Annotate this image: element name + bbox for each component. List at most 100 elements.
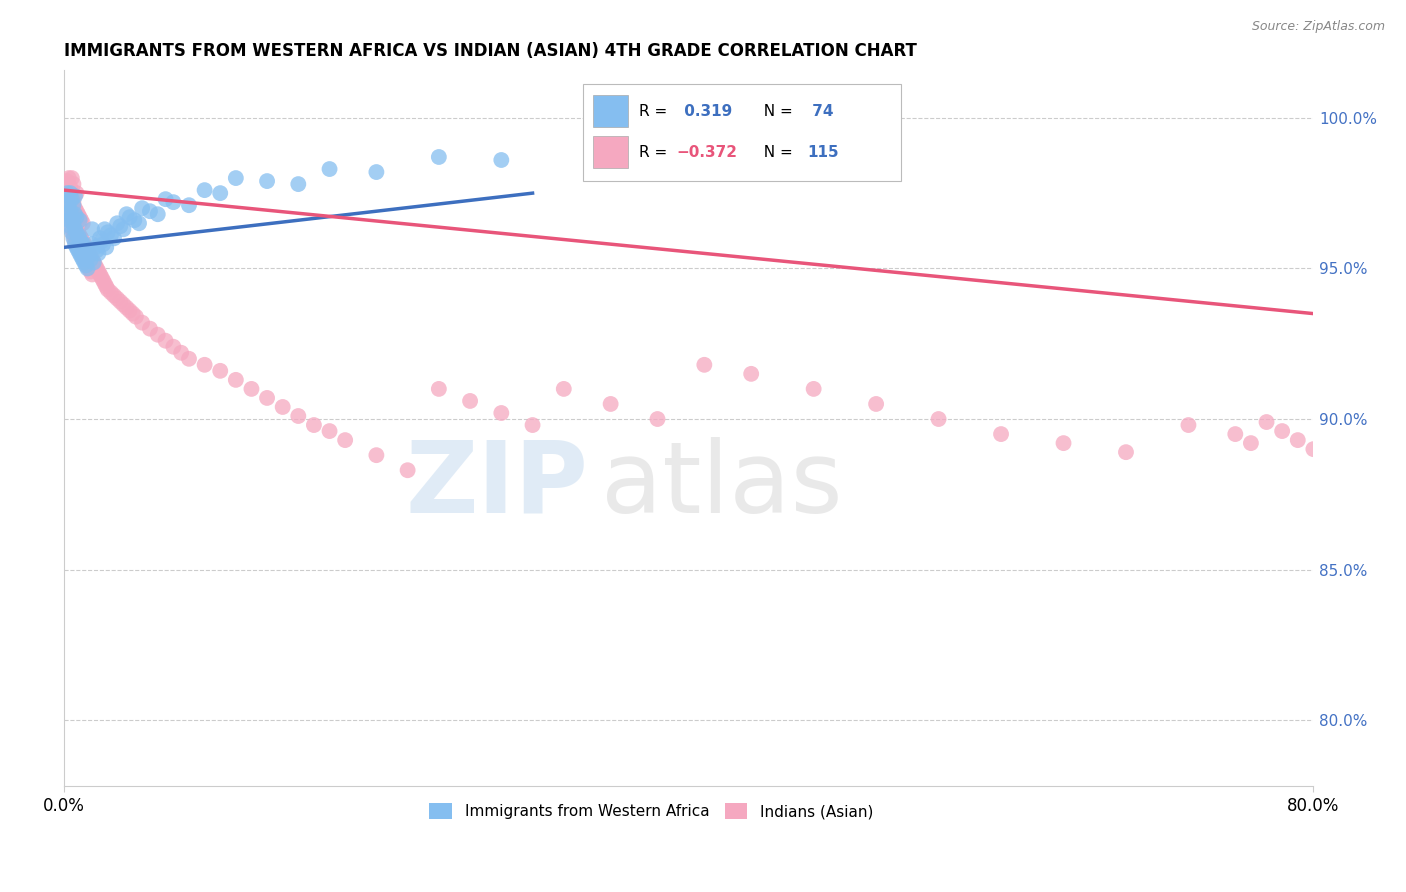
Point <box>287 177 309 191</box>
Point <box>110 219 132 234</box>
Point <box>112 297 135 311</box>
Point <box>131 316 153 330</box>
Point <box>60 225 83 239</box>
Point <box>72 252 94 267</box>
Point <box>79 249 101 263</box>
Point <box>693 358 716 372</box>
Point <box>96 279 118 293</box>
Point <box>65 237 87 252</box>
Point <box>63 237 86 252</box>
Point <box>125 310 148 324</box>
Point <box>77 246 100 260</box>
Point <box>76 244 98 258</box>
Text: IMMIGRANTS FROM WESTERN AFRICA VS INDIAN (ASIAN) 4TH GRADE CORRELATION CHART: IMMIGRANTS FROM WESTERN AFRICA VS INDIAN… <box>65 42 917 60</box>
Point <box>69 211 91 225</box>
Point <box>97 283 120 297</box>
Point <box>105 292 128 306</box>
Point <box>59 204 82 219</box>
Point <box>146 207 169 221</box>
Point <box>56 186 79 201</box>
Point <box>1256 415 1278 429</box>
Point <box>97 225 120 239</box>
Point <box>302 418 325 433</box>
Point <box>76 261 98 276</box>
Point <box>110 294 132 309</box>
Point <box>65 240 87 254</box>
Point <box>115 301 138 315</box>
Point <box>59 213 82 227</box>
Point <box>89 231 111 245</box>
Point <box>72 216 94 230</box>
Point <box>70 235 93 249</box>
Point <box>67 225 90 239</box>
Text: 74: 74 <box>807 103 834 119</box>
Point <box>79 252 101 267</box>
Point <box>69 244 91 258</box>
Text: Source: ZipAtlas.com: Source: ZipAtlas.com <box>1251 20 1385 33</box>
Point <box>83 255 105 269</box>
Point <box>553 382 575 396</box>
Point <box>118 211 141 225</box>
Point <box>69 213 91 227</box>
Point <box>60 207 83 221</box>
Point <box>928 412 950 426</box>
Point <box>56 207 79 221</box>
Point <box>69 246 91 260</box>
Point <box>318 424 340 438</box>
Point <box>427 382 450 396</box>
Point <box>55 177 77 191</box>
Point <box>75 240 97 254</box>
Point <box>55 195 77 210</box>
Point <box>90 235 112 249</box>
Point <box>427 150 450 164</box>
Point <box>62 231 84 245</box>
Point <box>60 171 83 186</box>
Point <box>990 427 1012 442</box>
Point <box>139 321 162 335</box>
Point <box>287 409 309 423</box>
Point <box>67 240 90 254</box>
Point <box>65 204 87 219</box>
Point <box>740 367 762 381</box>
Point <box>58 204 80 219</box>
Point <box>63 207 86 221</box>
Point <box>256 174 278 188</box>
Point <box>70 249 93 263</box>
Point <box>59 219 82 234</box>
Point <box>72 235 94 249</box>
Point <box>70 231 93 245</box>
Point <box>84 240 107 254</box>
Point <box>62 195 84 210</box>
Point <box>396 463 419 477</box>
Point <box>75 244 97 258</box>
Point <box>84 259 107 273</box>
Point <box>366 165 388 179</box>
Point <box>162 340 184 354</box>
Point <box>103 231 125 245</box>
Point <box>599 397 621 411</box>
Point <box>333 433 356 447</box>
Point <box>1115 445 1137 459</box>
Text: −0.372: −0.372 <box>676 145 737 160</box>
Point <box>73 237 96 252</box>
Point <box>103 288 125 302</box>
Point <box>100 285 122 300</box>
Point <box>76 259 98 273</box>
Point <box>67 207 90 221</box>
Point <box>177 198 200 212</box>
Point <box>93 277 115 291</box>
Point <box>155 334 177 348</box>
Point <box>86 261 108 276</box>
Point <box>56 192 79 206</box>
Point <box>72 249 94 263</box>
Point <box>60 192 83 206</box>
Point <box>59 180 82 194</box>
Text: 115: 115 <box>807 145 839 160</box>
Point <box>62 216 84 230</box>
Point <box>491 153 513 167</box>
Point <box>59 186 82 201</box>
Point <box>522 418 544 433</box>
Text: atlas: atlas <box>602 437 842 534</box>
Text: N =: N = <box>754 103 797 119</box>
Bar <box>592 95 627 127</box>
